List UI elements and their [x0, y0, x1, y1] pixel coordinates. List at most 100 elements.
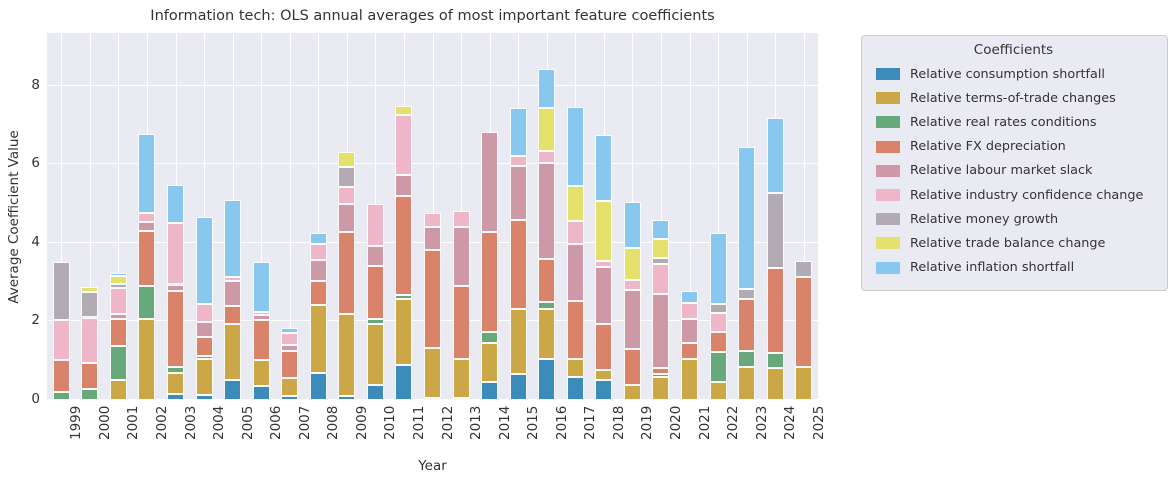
bar-2005	[224, 33, 242, 400]
segment-2004-relative-terms-of-trade-changes	[195, 358, 213, 396]
gridline-x-2004	[204, 33, 206, 400]
segment-2018-relative-labour-market-slack	[595, 267, 613, 324]
xtick-2000: 2000	[96, 405, 113, 440]
xtick-2015: 2015	[525, 405, 542, 440]
legend-label: Relative terms-of-trade changes	[910, 90, 1116, 106]
segment-2008-relative-consumption-shortfall	[309, 372, 327, 400]
segment-2014-relative-labour-market-slack	[481, 132, 499, 232]
segment-2014-relative-consumption-shortfall	[481, 382, 499, 400]
segment-2018-relative-terms-of-trade-changes	[595, 370, 613, 381]
segment-2023-relative-inflation-shortfall	[738, 146, 756, 289]
segment-2006-relative-inflation-shortfall	[252, 262, 270, 312]
segment-2011-relative-terms-of-trade-changes	[395, 299, 413, 366]
segment-2013-relative-consumption-shortfall	[452, 398, 470, 400]
segment-2002-relative-fx-depreciation	[138, 230, 156, 287]
bar-2025	[795, 33, 813, 400]
xtick-2009: 2009	[353, 405, 370, 440]
segment-2001-relative-real-rates-conditions	[109, 346, 127, 380]
segment-2018-relative-consumption-shortfall	[595, 380, 613, 400]
segment-2011-relative-real-rates-conditions	[395, 294, 413, 300]
legend-label: Relative trade balance change	[910, 235, 1106, 251]
bar-2006	[252, 33, 270, 400]
xtick-2012: 2012	[439, 405, 456, 440]
bar-2021	[681, 33, 698, 400]
segment-2005-relative-fx-depreciation	[224, 305, 242, 324]
xtick-2011: 2011	[410, 405, 427, 440]
segment-2025-relative-money-growth	[795, 260, 813, 278]
xtick-2020: 2020	[667, 405, 684, 440]
segment-1999-relative-money-growth	[52, 261, 70, 320]
segment-2010-relative-real-rates-conditions	[366, 319, 384, 325]
segment-2013-relative-fx-depreciation	[452, 286, 470, 359]
xtick-2024: 2024	[782, 405, 799, 440]
gridline-x-2021	[689, 33, 691, 400]
ytick-0: 0	[31, 391, 40, 407]
bar-2015	[509, 33, 527, 400]
xtick-1999: 1999	[68, 405, 85, 440]
legend-swatch-icon	[876, 213, 900, 226]
segment-2011-relative-labour-market-slack	[395, 175, 413, 197]
legend-label: Relative industry confidence change	[910, 187, 1144, 203]
bar-2024	[766, 33, 784, 400]
segment-2024-relative-terms-of-trade-changes	[766, 367, 784, 400]
xtick-2001: 2001	[125, 405, 142, 440]
segment-2009-relative-industry-confidence-change	[338, 187, 356, 204]
bar-2011	[395, 33, 413, 400]
segment-2007-relative-inflation-shortfall	[281, 328, 299, 334]
segment-2021-relative-inflation-shortfall	[681, 291, 698, 303]
bar-2003	[167, 33, 184, 400]
segment-2022-relative-terms-of-trade-changes	[709, 381, 727, 400]
segment-2015-relative-industry-confidence-change	[509, 155, 527, 166]
xtick-2021: 2021	[696, 405, 713, 440]
segment-2023-relative-real-rates-conditions	[738, 350, 756, 367]
segment-2025-relative-terms-of-trade-changes	[795, 367, 813, 400]
gridline-x-2022	[718, 33, 720, 400]
segment-1999-relative-industry-confidence-change	[52, 319, 70, 360]
bar-2017	[566, 33, 584, 400]
segment-2002-relative-inflation-shortfall	[138, 134, 156, 213]
segment-2003-relative-real-rates-conditions	[167, 367, 184, 374]
segment-2001-relative-trade-balance-change	[109, 276, 127, 285]
segment-2023-relative-terms-of-trade-changes	[738, 367, 756, 400]
segment-2008-relative-industry-confidence-change	[309, 243, 327, 260]
segment-2020-relative-trade-balance-change	[652, 239, 670, 258]
segment-2023-relative-fx-depreciation	[738, 299, 756, 351]
segment-2001-relative-inflation-shortfall	[109, 272, 127, 277]
segment-2013-relative-labour-market-slack	[452, 226, 470, 287]
segment-2011-relative-fx-depreciation	[395, 196, 413, 295]
segment-2001-relative-money-growth	[109, 284, 127, 288]
segment-2025-relative-fx-depreciation	[795, 277, 813, 367]
segment-2000-relative-real-rates-conditions	[81, 389, 99, 400]
legend-label: Relative consumption shortfall	[910, 66, 1105, 82]
gridline-x-2008	[318, 33, 320, 400]
segment-2019-relative-terms-of-trade-changes	[623, 385, 641, 400]
segment-2009-relative-money-growth	[338, 167, 356, 188]
ytick-2: 2	[31, 312, 40, 329]
segment-2003-relative-labour-market-slack	[167, 284, 184, 292]
segment-2002-relative-real-rates-conditions	[138, 286, 156, 319]
segment-2013-relative-industry-confidence-change	[452, 211, 470, 227]
segment-2004-relative-real-rates-conditions	[195, 356, 213, 359]
segment-2004-relative-industry-confidence-change	[195, 303, 213, 323]
legend: Coefficients Relative consumption shortf…	[861, 35, 1168, 291]
gridline-x-2000	[89, 33, 91, 400]
segment-2024-relative-money-growth	[766, 192, 784, 268]
segment-2010-relative-terms-of-trade-changes	[366, 324, 384, 385]
segment-2022-relative-inflation-shortfall	[709, 232, 727, 305]
segment-2017-relative-industry-confidence-change	[566, 221, 584, 245]
xtick-2022: 2022	[725, 405, 742, 440]
segment-2019-relative-fx-depreciation	[623, 349, 641, 386]
segment-2005-relative-industry-confidence-change	[224, 276, 242, 282]
segment-2007-relative-fx-depreciation	[281, 350, 299, 379]
segment-2016-relative-terms-of-trade-changes	[538, 308, 556, 359]
xtick-2007: 2007	[296, 405, 313, 440]
segment-2005-relative-labour-market-slack	[224, 281, 242, 306]
bar-2007	[281, 33, 299, 400]
legend-label: Relative inflation shortfall	[910, 260, 1075, 276]
segment-2010-relative-industry-confidence-change	[366, 204, 384, 246]
segment-2003-relative-inflation-shortfall	[167, 184, 184, 223]
ytick-4: 4	[31, 233, 40, 250]
xtick-2002: 2002	[153, 405, 170, 440]
segment-2023-relative-money-growth	[738, 288, 756, 300]
segment-2007-relative-industry-confidence-change	[281, 333, 299, 345]
